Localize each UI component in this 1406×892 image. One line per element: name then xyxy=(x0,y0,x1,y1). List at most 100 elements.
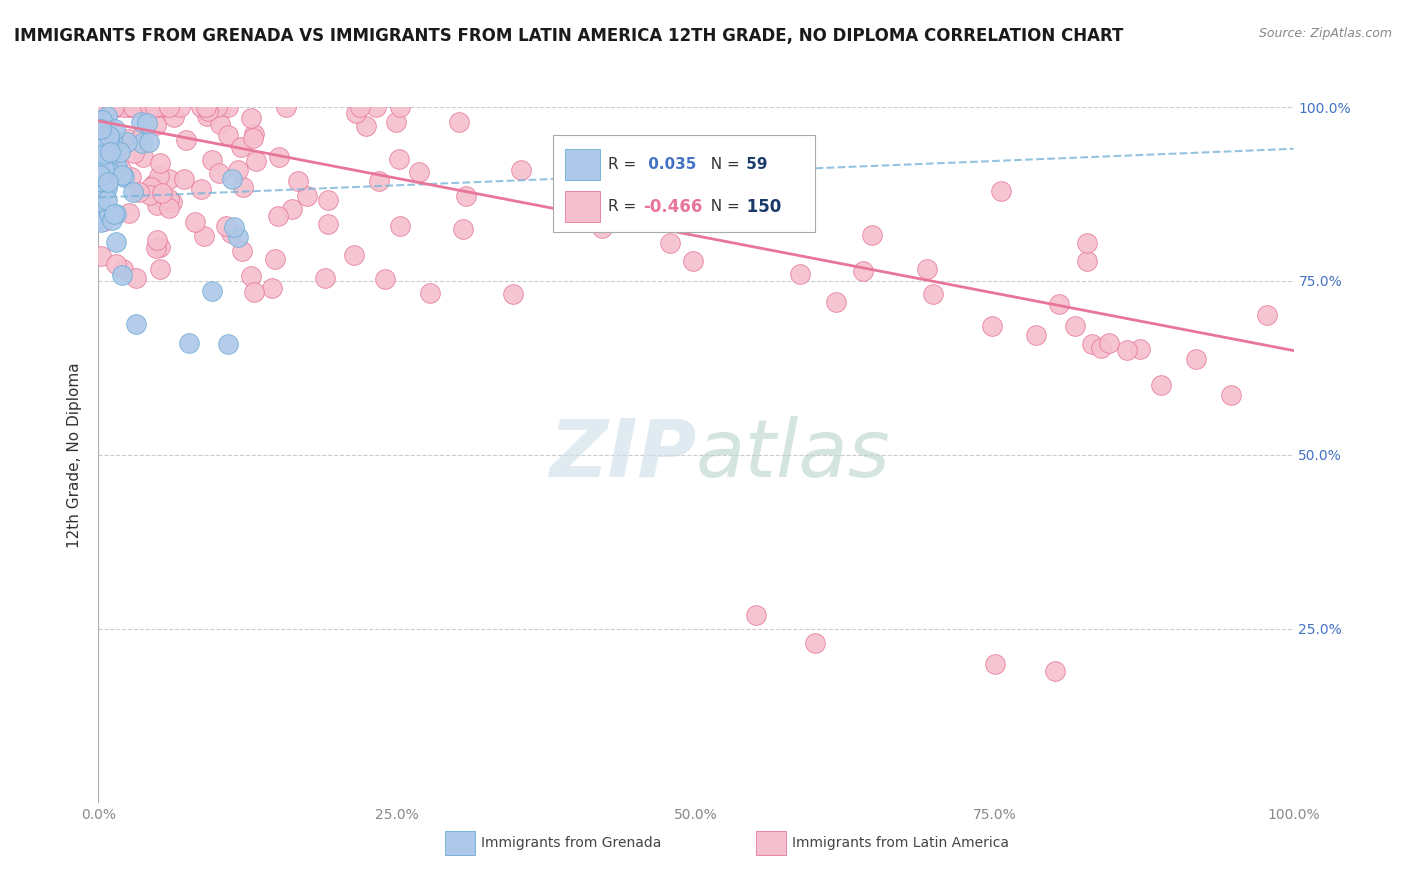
Point xyxy=(214,219,236,234)
Point xyxy=(217,337,239,351)
Point xyxy=(295,188,318,202)
Point xyxy=(984,657,1007,671)
Point xyxy=(266,209,288,223)
Point xyxy=(682,253,704,268)
Text: Immigrants from Grenada: Immigrants from Grenada xyxy=(481,836,661,850)
Point xyxy=(93,134,115,148)
Point xyxy=(152,191,174,205)
Point xyxy=(825,295,848,310)
Point xyxy=(149,155,172,169)
Point xyxy=(121,185,143,199)
Point xyxy=(90,169,112,184)
Text: Source: ZipAtlas.com: Source: ZipAtlas.com xyxy=(1258,27,1392,40)
Point xyxy=(344,105,367,120)
Point xyxy=(804,636,827,650)
Point xyxy=(201,153,224,168)
Point xyxy=(112,100,135,114)
Point xyxy=(666,198,689,212)
Point xyxy=(90,211,112,226)
Point xyxy=(159,201,181,215)
Point xyxy=(129,100,152,114)
Point xyxy=(1256,308,1278,322)
Point xyxy=(105,235,128,249)
FancyBboxPatch shape xyxy=(553,135,815,232)
Point xyxy=(287,173,309,187)
Point xyxy=(146,197,169,211)
Point xyxy=(122,146,145,161)
Point xyxy=(141,100,163,114)
Point xyxy=(120,170,142,185)
Bar xyxy=(756,830,786,855)
Point xyxy=(101,100,124,114)
Point xyxy=(139,180,162,194)
Point xyxy=(281,202,304,216)
Point xyxy=(194,100,217,114)
Point xyxy=(217,100,239,114)
Text: ZIP: ZIP xyxy=(548,416,696,494)
Point xyxy=(658,235,681,250)
Point xyxy=(242,131,264,145)
Point xyxy=(789,268,811,282)
Point xyxy=(97,129,120,144)
Point xyxy=(103,100,125,114)
Point xyxy=(1090,341,1112,355)
Point xyxy=(97,129,120,144)
Point xyxy=(221,172,243,186)
Point xyxy=(93,214,115,228)
Point xyxy=(243,128,266,142)
Text: 150: 150 xyxy=(741,197,782,216)
Text: N =: N = xyxy=(700,157,744,172)
Point xyxy=(105,161,128,175)
Point xyxy=(89,128,111,143)
Point xyxy=(138,135,160,149)
Point xyxy=(388,100,411,114)
Point xyxy=(343,248,366,262)
Point xyxy=(447,114,470,128)
Point xyxy=(454,189,477,203)
Point xyxy=(110,145,132,159)
Point xyxy=(138,100,160,114)
Point xyxy=(316,217,339,231)
Point xyxy=(117,132,139,146)
Point xyxy=(146,233,169,247)
Point xyxy=(193,229,215,244)
Point xyxy=(98,207,121,221)
Point xyxy=(103,207,125,221)
Text: Immigrants from Latin America: Immigrants from Latin America xyxy=(792,836,1008,850)
Point xyxy=(173,171,195,186)
Point xyxy=(135,116,157,130)
Point xyxy=(89,165,111,179)
Point xyxy=(94,120,117,135)
Point xyxy=(134,100,156,114)
Point xyxy=(162,194,184,209)
Point xyxy=(125,271,148,285)
Point xyxy=(111,268,134,283)
Point xyxy=(169,100,191,114)
Point xyxy=(90,136,112,151)
Point xyxy=(89,168,111,182)
Point xyxy=(138,100,160,114)
Point xyxy=(89,157,111,171)
Point xyxy=(143,100,166,114)
Point xyxy=(1185,351,1208,366)
Point xyxy=(1025,327,1047,342)
Point xyxy=(408,165,430,179)
Point xyxy=(112,261,135,276)
Point xyxy=(349,100,371,114)
Point xyxy=(1098,335,1121,350)
Point xyxy=(90,215,112,229)
Point xyxy=(111,169,134,183)
Point xyxy=(90,112,112,127)
Point xyxy=(100,147,122,161)
Point xyxy=(1150,378,1173,392)
Point xyxy=(90,115,112,129)
Bar xyxy=(565,191,600,222)
Point xyxy=(228,162,250,177)
Y-axis label: 12th Grade, No Diploma: 12th Grade, No Diploma xyxy=(67,362,83,548)
Point xyxy=(704,199,727,213)
Point xyxy=(142,178,165,192)
Point xyxy=(117,136,139,150)
Point xyxy=(174,133,197,147)
Point xyxy=(104,257,127,271)
Point xyxy=(93,161,115,176)
